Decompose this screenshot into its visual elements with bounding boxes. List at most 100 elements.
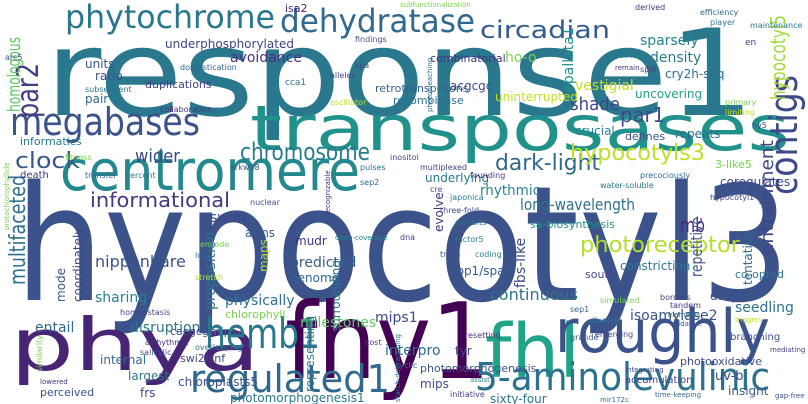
word: primary <box>725 98 757 107</box>
word: photoreceptor <box>580 233 741 258</box>
word: hemb1 <box>205 309 320 358</box>
word: initiative <box>450 390 485 399</box>
word: mediating <box>770 346 805 354</box>
word: overlapping <box>195 343 243 352</box>
word: surrounding <box>329 260 343 332</box>
word: grande <box>570 333 598 342</box>
word: derived <box>635 3 665 12</box>
word: transfer <box>85 171 117 180</box>
word: long-wavelength <box>520 195 635 214</box>
word: cry2h-seq <box>665 67 724 81</box>
word: perceived <box>40 386 94 399</box>
word: remain <box>615 64 640 72</box>
word: clock <box>15 149 80 174</box>
word: integrating <box>625 366 664 374</box>
word: dna <box>400 233 415 242</box>
word: dehydratase <box>280 2 475 40</box>
word: exhibits <box>455 218 486 227</box>
word: recombinase <box>393 94 464 107</box>
word: repetitive <box>687 217 706 277</box>
word: branching <box>730 332 780 343</box>
word: homologous <box>4 37 25 112</box>
word: cacgcgc <box>170 325 215 338</box>
word: informational <box>90 188 230 212</box>
word: photobleaching <box>426 58 434 112</box>
word: resetting <box>465 331 501 340</box>
word: spa <box>355 61 369 70</box>
word: uv-b <box>715 369 744 384</box>
word: isoamylase2 <box>630 308 718 324</box>
word: representing <box>303 316 317 392</box>
word: repeats <box>675 127 720 141</box>
word: chromosome <box>240 138 370 166</box>
word: subsequent <box>85 85 132 94</box>
word: transposases <box>250 92 790 165</box>
word: encode <box>200 240 229 249</box>
word: par1 <box>620 103 665 127</box>
word: avoidance <box>230 50 302 66</box>
word: mips2 <box>210 325 243 338</box>
word: seedling <box>735 300 794 316</box>
word: maps <box>257 239 271 272</box>
word: fitness <box>65 153 92 162</box>
word: cyclic <box>395 361 417 370</box>
word: multiplexed <box>420 163 467 172</box>
word: fhy1 <box>285 281 490 403</box>
word: mips <box>420 377 449 391</box>
word: proposition <box>203 232 219 310</box>
word: shade <box>570 94 620 115</box>
word: time-keeping <box>655 391 701 399</box>
word: predicted <box>290 255 356 271</box>
word: arc5 <box>5 53 23 62</box>
word: contigs <box>762 75 806 195</box>
word: cca1 <box>285 78 306 88</box>
word: hypocotyl5 <box>766 15 790 100</box>
word: three-fold <box>440 206 479 215</box>
word: vestigial <box>575 78 634 94</box>
word: assist <box>470 376 490 384</box>
word: par2 <box>11 63 46 118</box>
word: trnas <box>440 250 460 259</box>
word: gap-free <box>775 392 805 400</box>
word: hypocotyl1 <box>710 193 754 202</box>
word: underlying <box>425 171 489 185</box>
word: rhythmic <box>480 183 540 199</box>
word: maintenance <box>750 21 802 30</box>
word: uncovering <box>635 87 702 101</box>
word: sparsely <box>640 33 699 49</box>
word: hypocotyl3 <box>15 151 790 338</box>
word: hy5 <box>752 121 767 130</box>
word: disruption <box>130 320 200 336</box>
word: co-opted <box>735 268 784 281</box>
word: interpro <box>385 343 441 359</box>
word: water-soluble <box>600 181 654 190</box>
word: isa2 <box>285 2 308 15</box>
word: continuous <box>490 285 578 304</box>
word: crucial <box>575 124 615 138</box>
word: subfunctionalization <box>400 1 471 9</box>
word: hypocotyls3 <box>570 141 705 166</box>
word: constriction <box>620 259 690 273</box>
word: chlorophyll <box>225 308 285 321</box>
word: domestication <box>180 63 237 72</box>
word: circadian <box>480 16 610 44</box>
word: tandem <box>670 301 701 310</box>
word: evolve <box>432 192 446 232</box>
word: sep2 <box>360 178 379 187</box>
word: emerging <box>595 330 633 339</box>
word: mips1 <box>375 310 418 326</box>
word: sep1 <box>570 305 589 314</box>
word: defines <box>625 130 665 143</box>
word: nipponbare <box>95 252 186 271</box>
word: insight <box>728 384 769 398</box>
word: protochlorophyllide <box>3 162 11 230</box>
word: arrhythmic <box>145 338 189 347</box>
word: roughly <box>555 297 770 367</box>
word: japonica <box>449 193 484 202</box>
word: fhl <box>485 309 580 395</box>
word: cop1/spa1 <box>450 264 512 278</box>
word: swi2/snf <box>180 352 226 365</box>
word: physically <box>225 293 295 309</box>
word: cost <box>365 338 382 347</box>
